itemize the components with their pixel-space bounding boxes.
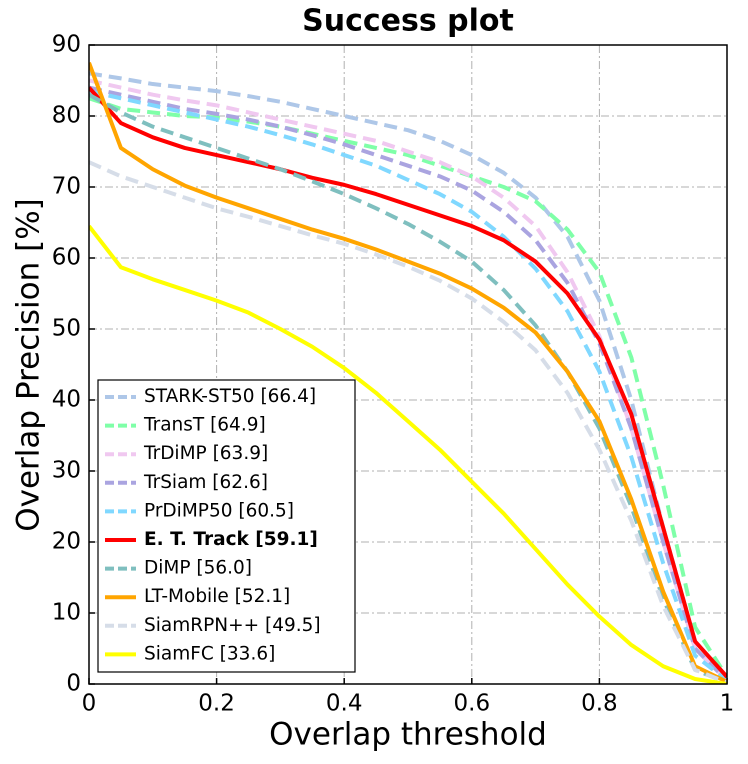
legend-label: TrDiMP [63.9] — [143, 443, 268, 464]
chart-title: Success plot — [302, 4, 514, 39]
x-tick-label: 1 — [720, 691, 735, 717]
x-tick-label: 0.4 — [326, 691, 363, 717]
legend-label: TransT [64.9] — [143, 415, 266, 436]
series-line — [89, 78, 727, 682]
x-tick-label: 0 — [82, 691, 97, 717]
x-tick-label: 0.6 — [454, 691, 491, 717]
legend-label: TrSiam [62.6] — [143, 472, 268, 493]
series-line — [89, 224, 727, 684]
y-tick-label: 0 — [66, 671, 81, 697]
series-line — [89, 86, 727, 679]
series-line — [89, 62, 727, 684]
y-tick-label: 90 — [52, 32, 81, 58]
x-axis-label: Overlap threshold — [269, 717, 547, 753]
y-tick-label: 40 — [52, 387, 81, 413]
y-tick-label: 70 — [52, 174, 81, 200]
y-tick-label: 50 — [52, 316, 81, 342]
series-line — [89, 85, 727, 682]
series-line — [89, 71, 727, 679]
plot-frame — [88, 44, 728, 685]
y-axis-label: Overlap Precision [%] — [11, 198, 47, 532]
y-tick-label: 20 — [52, 529, 81, 555]
legend-box — [97, 379, 356, 673]
legend-label: SiamRPN++ [49.5] — [144, 615, 321, 636]
legend-label: STARK-ST50 [66.4] — [144, 386, 316, 407]
y-tick-label: 60 — [52, 245, 81, 271]
series-line — [89, 89, 727, 683]
x-tick-label: 0.8 — [581, 691, 618, 717]
series-line — [89, 92, 727, 684]
y-tick-label: 10 — [52, 600, 81, 626]
x-tick-label: 0.2 — [198, 691, 235, 717]
legend-label: LT-Mobile [52.1] — [144, 586, 290, 607]
legend-label: PrDiMP50 [60.5] — [144, 500, 294, 521]
y-tick-label: 80 — [52, 103, 81, 129]
legend-label: E. T. Track [59.1] — [144, 529, 318, 550]
legend-label: SiamFC [33.6] — [144, 643, 275, 664]
y-tick-label: 30 — [52, 458, 81, 484]
legend-label: DiMP [56.0] — [144, 558, 252, 579]
